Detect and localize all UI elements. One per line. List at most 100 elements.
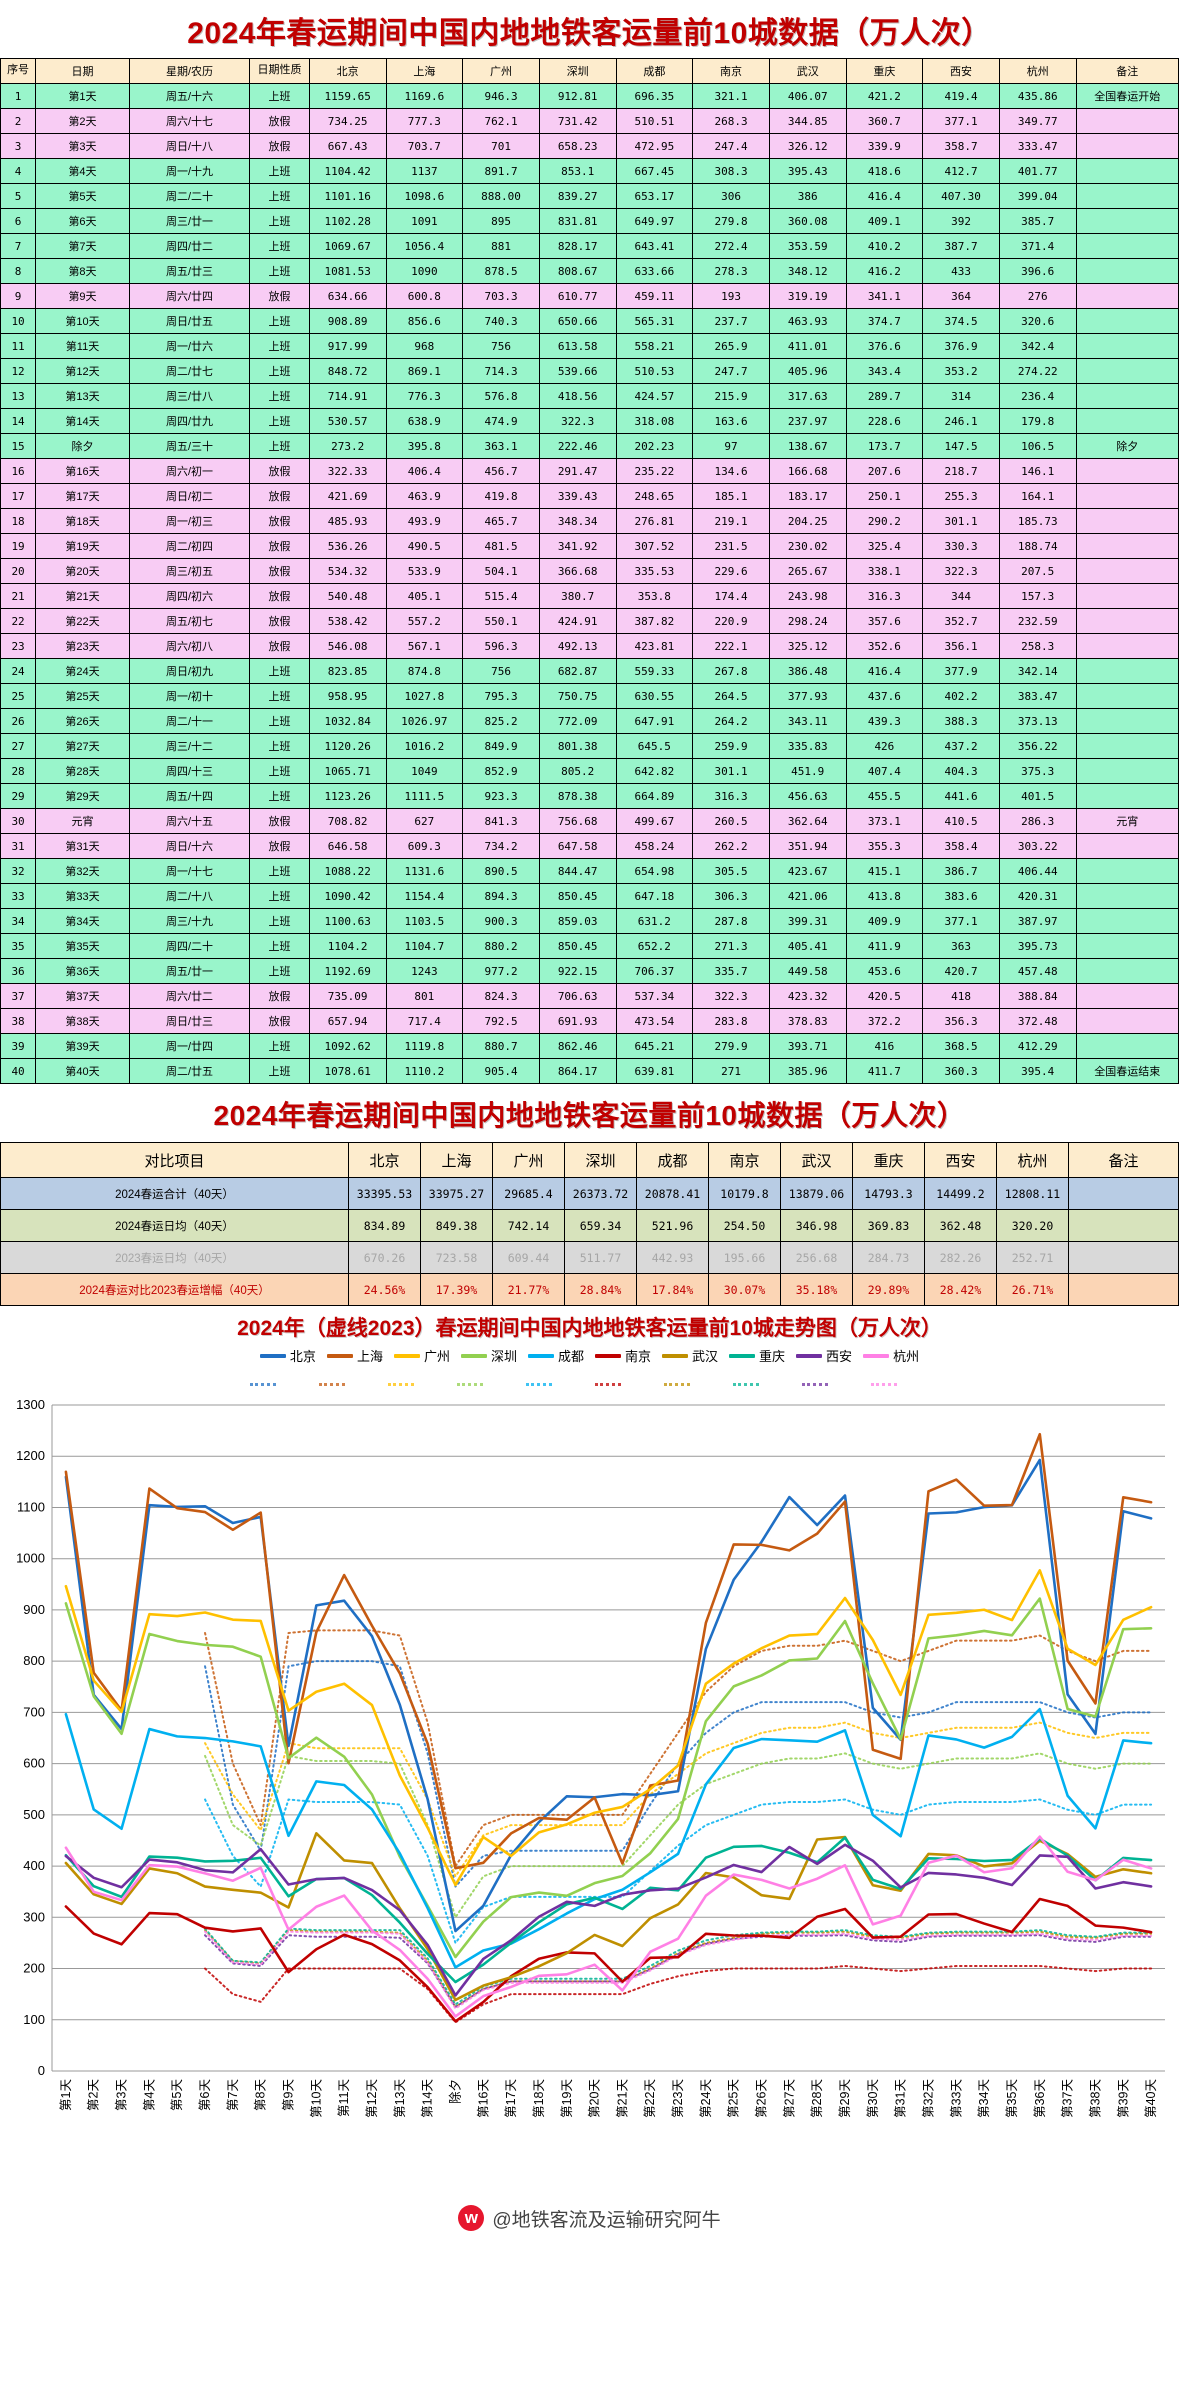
cell-8: 353.8: [615, 583, 694, 609]
col-header-8: 成都: [615, 58, 694, 84]
cell-0: 10: [0, 308, 37, 334]
summary-header-row: 对比项目 北京 上海 广州 深圳 成都 南京 武汉 重庆 西安 杭州 备注: [0, 1142, 1179, 1178]
cell-2: 周二/廿七: [128, 358, 251, 384]
cell-5: 869.1: [385, 358, 464, 384]
col-header-0: 序号: [0, 58, 37, 84]
cell-8: 202.23: [615, 433, 694, 459]
cell-11: 416.4: [845, 183, 924, 209]
table-row: 3 第3天 周日/十八 放假 667.43 703.7 701 658.23 472.95 247…: [0, 133, 1179, 159]
cell-11: 420.5: [845, 983, 924, 1009]
cell-4: 908.89: [308, 308, 387, 334]
cell-3: 上班: [249, 783, 310, 809]
cell-3: 放假: [249, 608, 310, 634]
cell-1: 第16天: [35, 458, 130, 484]
cell-0: 29: [0, 783, 37, 809]
summary-cell-8: 362.48: [924, 1209, 997, 1242]
legend-label: 重庆: [759, 1349, 786, 1364]
summary-cell-1: 849.38: [420, 1209, 493, 1242]
cell-3: 放假: [249, 833, 310, 859]
cell-7: 222.46: [538, 433, 617, 459]
cell-7: 801.38: [538, 733, 617, 759]
series-line-南京: [64, 1897, 1153, 2023]
summary-cell-0: 24.56%: [348, 1273, 421, 1306]
cell-9: 287.8: [692, 908, 770, 934]
cell-6: 756: [462, 658, 540, 684]
cell-1: 第4天: [35, 158, 130, 184]
cell-13: 106.5: [998, 433, 1077, 459]
table-row: 11 第11天 周一/廿六 上班 917.99 968 756 613.58 558.21 265…: [0, 333, 1179, 359]
cell-9: 301.1: [692, 758, 770, 784]
cell-6: 890.5: [462, 858, 540, 884]
cell-7: 706.63: [538, 983, 617, 1009]
cell-3: 上班: [249, 383, 310, 409]
cell-14: [1075, 283, 1179, 309]
cell-10: 326.12: [768, 133, 847, 159]
cell-7: 731.42: [538, 108, 617, 134]
cell-6: 792.5: [462, 1008, 540, 1034]
cell-7: 772.09: [538, 708, 617, 734]
cell-10: 183.17: [768, 483, 847, 509]
col-header-12: 西安: [922, 58, 1000, 84]
cell-7: 853.1: [538, 158, 617, 184]
summary-cell-5: 30.07%: [708, 1273, 781, 1306]
summary-table: 对比项目 北京 上海 广州 深圳 成都 南京 武汉 重庆 西安 杭州 备注 2024春运合计（40天）…: [0, 1142, 1179, 1306]
x-tick-label-27: 第28天: [810, 2079, 824, 2118]
cell-6: 824.3: [462, 983, 540, 1009]
cell-5: 463.9: [385, 483, 464, 509]
x-tick-label-21: 第22天: [643, 2079, 657, 2118]
cell-10: 399.31: [768, 908, 847, 934]
cell-10: 230.02: [768, 533, 847, 559]
x-tick-text: 第36天: [1033, 2079, 1047, 2118]
x-tick-label-26: 第27天: [782, 2079, 796, 2118]
legend-dotted-swatch-icon: [664, 1383, 691, 1386]
cell-9: 264.2: [692, 708, 770, 734]
table-row: 36 第36天 周五/廿一 上班 1192.69 1243 977.2 922.15 706.3…: [0, 958, 1179, 984]
cell-8: 664.89: [615, 783, 694, 809]
cell-8: 472.95: [615, 133, 694, 159]
summary-cell-4: 20878.41: [636, 1177, 709, 1210]
x-tick-text: 第3天: [115, 2079, 129, 2111]
cell-13: 333.47: [998, 133, 1077, 159]
cell-2: 周一/初十: [128, 683, 251, 709]
cell-3: 上班: [249, 408, 310, 434]
cell-0: 34: [0, 908, 37, 934]
cell-4: 1100.63: [308, 908, 387, 934]
cell-10: 423.67: [768, 858, 847, 884]
legend-dotted-swatch-icon: [249, 1383, 276, 1386]
cell-8: 565.31: [615, 308, 694, 334]
col-header-10: 武汉: [768, 58, 847, 84]
table-row: 14 第14天 周四/廿九 上班 530.57 638.9 474.9 322.3 318.08…: [0, 408, 1179, 434]
x-tick-text: 第33天: [949, 2079, 963, 2118]
cell-10: 386.48: [768, 658, 847, 684]
cell-2: 周四/初六: [128, 583, 251, 609]
cell-6: 456.7: [462, 458, 540, 484]
x-tick-label-30: 第31天: [894, 2079, 908, 2118]
summary-row: 2024春运日均（40天） 834.89 849.38 742.14 659.34 521…: [0, 1209, 1179, 1242]
cell-11: 355.3: [845, 833, 924, 859]
cell-9: 272.4: [692, 233, 770, 259]
cell-5: 703.7: [385, 133, 464, 159]
cell-0: 39: [0, 1033, 37, 1059]
table-row: 40 第40天 周二/廿五 上班 1078.61 1110.2 905.4 864.17 639…: [0, 1058, 1179, 1084]
x-tick-label-39: 第40天: [1144, 2079, 1158, 2118]
cell-11: 352.6: [845, 633, 924, 659]
col-header-11: 重庆: [845, 58, 924, 84]
cell-14: 元宵: [1075, 808, 1179, 834]
table-row: 18 第18天 周一/初三 放假 485.93 493.9 465.7 348.34 276.8…: [0, 508, 1179, 534]
cell-0: 40: [0, 1058, 37, 1084]
cell-10: 395.43: [768, 158, 847, 184]
cell-9: 335.7: [692, 958, 770, 984]
cell-5: 1027.8: [385, 683, 464, 709]
cell-7: 610.77: [538, 283, 617, 309]
cell-0: 31: [0, 833, 37, 859]
cell-1: 第6天: [35, 208, 130, 234]
cell-10: 405.41: [768, 933, 847, 959]
cell-5: 1110.2: [385, 1058, 464, 1084]
cell-12: 441.6: [922, 783, 1000, 809]
cell-8: 653.17: [615, 183, 694, 209]
summary-cell-6: 346.98: [780, 1209, 853, 1242]
x-tick-label-25: 第26天: [755, 2079, 769, 2118]
summary-cell-4: 17.84%: [636, 1273, 709, 1306]
cell-6: 481.5: [462, 533, 540, 559]
